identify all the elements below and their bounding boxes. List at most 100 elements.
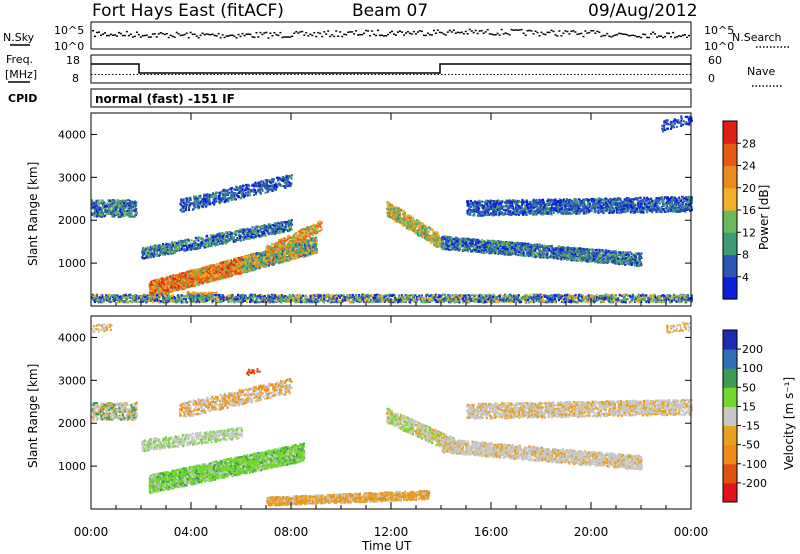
power-echo [255,235,257,237]
power-echo [262,251,264,253]
power-echo [219,200,221,202]
noise-point [401,31,403,33]
noise-point [654,33,656,35]
noise-point [429,34,431,36]
noise-point [489,33,491,35]
power-echo [280,228,282,230]
power-echo [186,201,188,203]
noise-point [491,34,493,36]
noise-point [144,35,146,37]
power-echo [268,227,270,229]
noise-point [220,37,222,39]
power-echo [266,262,268,264]
power-echo [181,285,183,287]
noise-point [672,32,674,34]
noise-point [353,33,355,35]
power-echo [233,241,235,243]
noise-point [351,31,353,32]
station-title: Fort Hays East (fitACF) [92,1,284,21]
noise-point [545,34,547,36]
power-echo [209,266,211,268]
power-echo [259,231,261,233]
nsky-label: N.Sky [3,31,35,44]
noise-point [383,35,385,37]
noise-point [682,35,684,37]
power-echo [147,246,149,248]
power-echo [249,194,251,196]
noise-point [503,33,505,35]
power-echo [223,240,225,242]
power-echo [200,281,202,283]
power-echo [285,184,287,186]
noise-point [656,36,658,38]
power-echo [143,253,145,255]
noise-point [373,34,375,36]
power-echo [311,243,313,245]
noise-point [134,36,136,38]
power-echo [252,226,254,228]
power-echo [176,242,178,244]
power-echo [296,257,298,259]
power-echo [239,239,241,241]
power-echo [253,257,255,259]
power-echo [286,176,288,178]
power-echo [276,256,278,258]
noise-point [248,33,250,35]
power-echo [130,207,132,209]
power-echo [224,267,226,269]
power-echo [174,286,176,288]
power-echo [248,188,250,190]
power-echo [249,260,251,262]
power-echo [246,259,248,261]
freq-label-line1: Freq. [6,53,33,66]
power-echo [261,225,263,227]
power-echo [191,276,193,278]
noise-point [475,30,477,32]
noise-point [323,31,325,32]
power-echo [217,237,219,239]
power-echo [205,239,207,241]
power-echo [209,270,211,272]
power-echo [289,227,291,229]
noise-point [437,29,439,31]
power-echo [253,194,255,196]
power-echo [257,189,259,191]
power-echo [205,280,207,282]
noise-point [564,30,566,32]
noise-point [168,37,170,39]
power-echo [283,229,285,231]
power-echo [233,238,235,240]
power-echo [238,196,240,198]
noise-point [533,33,535,35]
power-echo [230,233,232,235]
noise-point [212,34,214,36]
power-echo [237,272,239,274]
power-echo [313,237,315,239]
power-echo [243,233,245,235]
power-echo [273,263,275,265]
noise-tick-right-bottom: 10^0 [704,40,734,53]
power-echo [171,275,173,277]
power-echo [306,244,308,246]
noise-point [150,36,152,38]
power-echo [230,238,232,240]
noise-point [473,32,475,34]
noise-point [116,35,118,37]
power-echo [186,243,188,245]
power-echo [267,259,269,261]
noise-point [222,34,224,36]
power-echo [218,233,220,235]
power-echo [168,286,170,288]
power-echo [244,266,246,268]
power-echo [257,266,259,268]
noise-point [423,35,425,37]
noise-point [299,31,301,33]
power-echo [161,278,163,280]
power-echo [240,197,242,199]
noise-point [636,36,638,38]
noise-point [660,36,662,38]
power-echo [150,288,152,290]
noise-point [501,29,503,31]
power-echo [189,199,191,201]
power-echo [234,196,236,198]
